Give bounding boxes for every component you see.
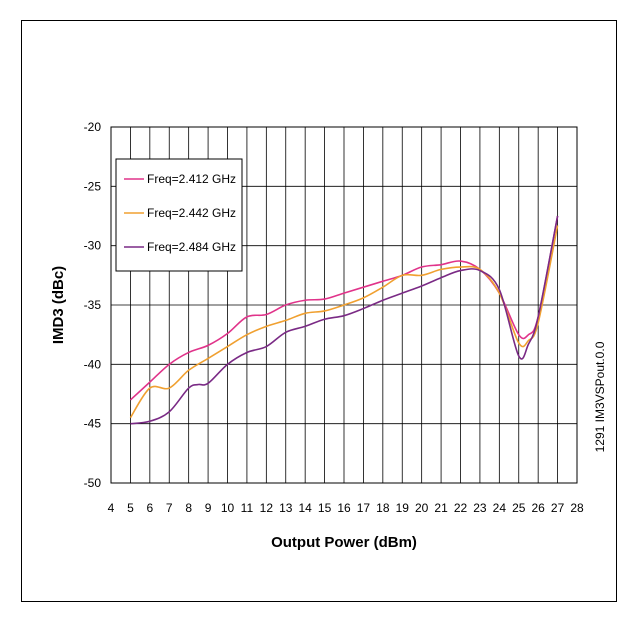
legend-label-3: Freq=2.484 GHz: [147, 240, 236, 254]
x-tick-label: 28: [570, 501, 584, 515]
y-tick-label: -25: [84, 179, 102, 193]
y-tick-label: -45: [84, 417, 102, 431]
figure-id-note: 1291 IM3VSPout.0.0: [593, 341, 607, 452]
y-tick-label: -40: [84, 357, 102, 371]
legend-label-2: Freq=2.442 GHz: [147, 206, 236, 220]
x-tick-labels: 4 5 6 7 8 9 10 11 12 13 14 15 16 17 18 19 20 21 22 23 24 25 26…: [108, 501, 584, 515]
x-axis-title: Output Power (dBm): [271, 534, 417, 551]
x-tick-label: 8: [185, 501, 192, 515]
legend-box: [115, 158, 243, 272]
legend-label-1: Freq=2.412 GHz: [147, 172, 236, 186]
y-tick-label: -30: [84, 239, 102, 253]
series-lines: [129, 215, 559, 425]
x-tick-label: 5: [127, 501, 134, 515]
x-tick-label: 13: [279, 501, 293, 515]
x-tick-label: 23: [473, 501, 487, 515]
plot-area-border: [110, 126, 578, 484]
y-tick-label: -35: [84, 298, 102, 312]
x-tick-label: 25: [512, 501, 526, 515]
x-tick-label: 22: [454, 501, 468, 515]
x-tick-label: 14: [298, 501, 312, 515]
x-tick-label: 11: [241, 501, 254, 515]
y-tick-label: -50: [84, 476, 102, 490]
x-tick-label: 18: [376, 501, 390, 515]
x-tick-label: 20: [415, 501, 429, 515]
legend: Freq=2.412 GHz Freq=2.442 GHz Freq=2.484 G…: [115, 158, 243, 272]
x-tick-label: 6: [146, 501, 153, 515]
x-tick-label: 15: [318, 501, 332, 515]
x-tick-label: 10: [221, 501, 235, 515]
x-tick-label: 12: [260, 501, 274, 515]
x-tick-label: 19: [396, 501, 410, 515]
series-line-3: [130, 215, 559, 425]
y-tick-label: -20: [84, 120, 102, 134]
x-tick-label: 27: [551, 501, 565, 515]
y-tick-labels: -20 -25 -30 -35 -40 -45 -50: [84, 120, 102, 490]
x-tick-label: 7: [166, 501, 173, 515]
x-tick-label: 24: [493, 501, 507, 515]
series-line-1: [129, 215, 559, 401]
x-tick-label: 4: [108, 501, 115, 515]
x-tick-label: 17: [357, 501, 371, 515]
x-tick-label: 9: [205, 501, 212, 515]
x-tick-label: 21: [434, 501, 448, 515]
x-tick-label: 26: [531, 501, 545, 515]
x-tick-label: 16: [337, 501, 351, 515]
figure-frame: [21, 20, 617, 602]
y-axis-title: IMD3 (dBc): [50, 266, 67, 344]
